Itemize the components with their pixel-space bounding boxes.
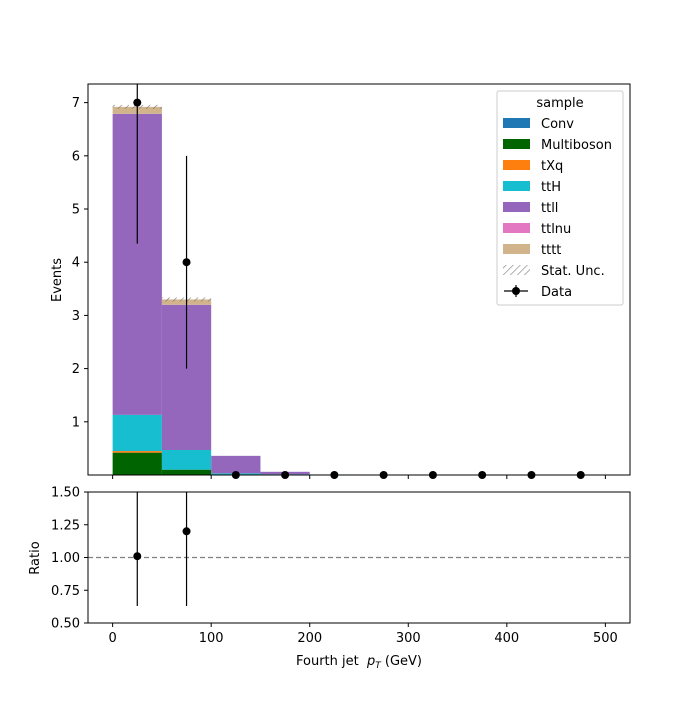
legend-label-conv: Conv [541, 117, 574, 132]
main-data-points [133, 84, 585, 479]
bar-tth-bin-0 [112, 414, 162, 452]
main-y-tick-label-4: 4 [72, 256, 80, 271]
legend-swatch-conv [503, 118, 530, 128]
x-axis-label-unit: (GeV) [381, 654, 422, 669]
main-y-tick-label-2: 2 [72, 362, 80, 377]
ratio-y-tick-label-1.25: 1.25 [51, 518, 80, 533]
legend-data-marker [512, 287, 520, 295]
main-y-tick-label-7: 7 [72, 96, 80, 111]
x-axis-label: Fourth jet pT (GeV) [296, 654, 422, 671]
data-point-1 [182, 258, 191, 267]
ratio-point-1 [182, 527, 191, 536]
x-tick-label-400: 400 [494, 631, 519, 646]
ratio-y-axis-label: Ratio [28, 541, 43, 574]
main-y-tick-label-1: 1 [72, 415, 80, 430]
legend-label-multiboson: Multiboson [541, 138, 612, 153]
x-tick-label-200: 200 [297, 631, 322, 646]
legend-label-ttll: ttll [541, 201, 558, 216]
ratio-y-tick-label-1.00: 1.00 [51, 551, 80, 566]
bar-tth-bin-1 [161, 449, 212, 470]
main-y-tick-label-6: 6 [72, 149, 80, 164]
main-y-axis-label: Events [50, 258, 65, 302]
data-point-0 [133, 98, 142, 107]
legend-label-data: Data [541, 285, 572, 300]
main-x-ticks [112, 475, 606, 479]
legend-label-tth: ttH [541, 180, 561, 195]
x-axis-label-prefix: Fourth jet [296, 654, 367, 669]
main-y-tick-label-3: 3 [72, 309, 80, 324]
legend: sample Conv Multiboson tXq ttH ttll ttlnu tttt… [496, 90, 624, 306]
x-tick-label-0: 0 [108, 631, 116, 646]
x-axis-label-p: p [366, 654, 375, 669]
bar-multiboson-bin-1 [161, 469, 212, 475]
legend-swatch-txq [503, 160, 530, 170]
x-tick-label-500: 500 [593, 631, 618, 646]
bar-ttll-bin-2 [211, 455, 261, 474]
legend-swatch-stat-unc [503, 265, 530, 275]
legend-label-stat-unc: Stat. Unc. [541, 264, 605, 279]
legend-swatch-tttt [503, 244, 530, 254]
bar-txq-bin-0 [112, 451, 162, 453]
ratio-y-tick-label-0.50: 0.50 [51, 617, 80, 632]
legend-swatch-ttll [503, 202, 530, 212]
x-tick-label-100: 100 [199, 631, 224, 646]
legend-title: sample [536, 96, 583, 111]
ratio-y-tick-label-0.75: 0.75 [51, 584, 80, 599]
bar-multiboson-bin-0 [112, 452, 162, 475]
main-plot-frame [87, 83, 631, 476]
ratio-y-ticks: 0.50 0.75 1.00 1.25 1.50 [51, 486, 88, 632]
legend-swatch-multiboson [503, 139, 530, 149]
ratio-y-tick-label-1.50: 1.50 [51, 486, 80, 501]
legend-label-ttlnu: ttlnu [541, 222, 571, 237]
legend-label-tttt: tttt [541, 243, 561, 258]
x-tick-label-300: 300 [396, 631, 421, 646]
ratio-data-points [133, 492, 191, 606]
legend-label-txq: tXq [541, 159, 563, 174]
legend-swatch-tth [503, 181, 530, 191]
ratio-x-ticks: 0 100 200 300 400 500 [108, 623, 618, 646]
legend-swatch-ttlnu [503, 223, 530, 233]
ratio-point-0 [133, 552, 142, 561]
x-axis-label-subscript: T [375, 661, 382, 671]
main-stack-bars [112, 106, 359, 476]
main-y-tick-label-5: 5 [72, 203, 80, 218]
main-y-ticks: 1 2 3 4 5 6 7 [72, 96, 88, 430]
